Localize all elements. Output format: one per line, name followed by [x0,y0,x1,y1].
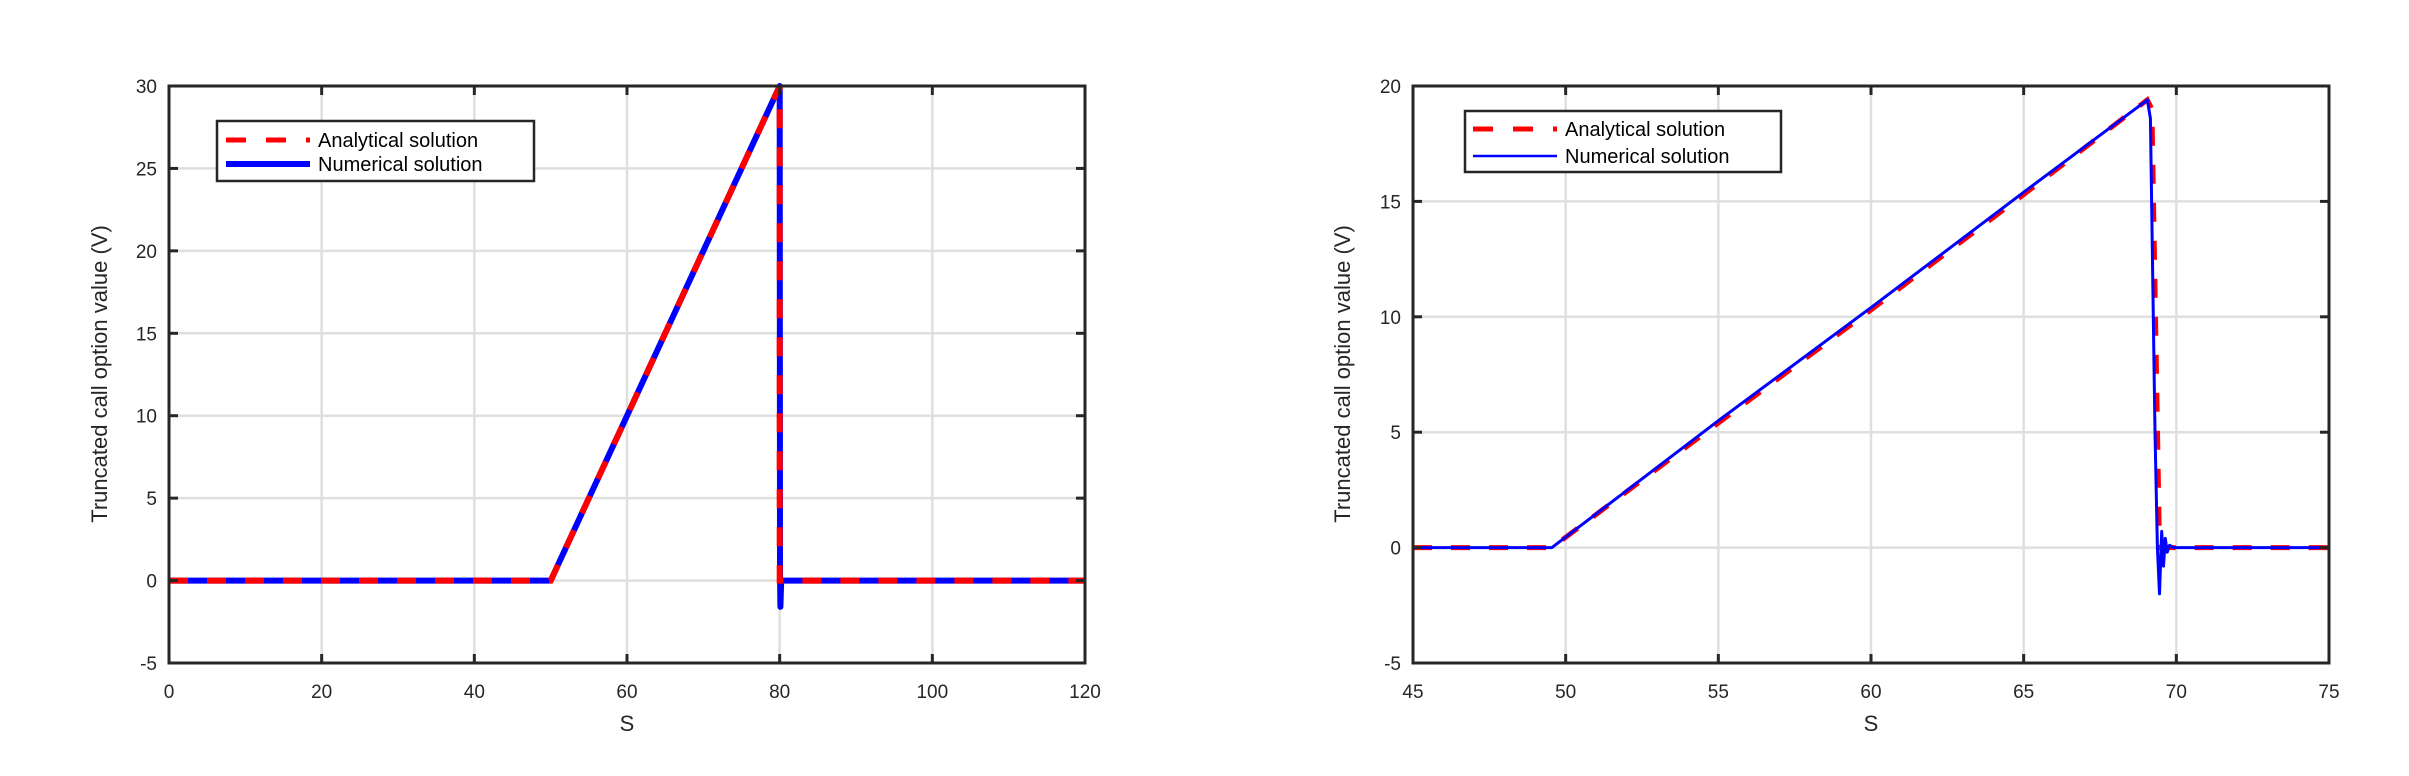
x-tick-label: 80 [769,682,790,703]
x-tick-label: 60 [616,682,637,703]
left-series [169,83,1085,610]
x-tick-label: 20 [311,682,332,703]
right-legend: Analytical solution Numerical solution [1463,109,1783,174]
y-tick-label: 0 [1390,539,1401,560]
y-tick-label: 30 [136,77,157,98]
x-tick-label: 120 [1069,682,1101,703]
left-y-tick-labels: -5 0 5 10 15 20 25 30 [136,77,157,675]
numerical-legend-label: Numerical solution [318,154,483,176]
y-tick-label: 0 [146,572,157,593]
numerical-solution-line [1413,98,2329,596]
x-tick-label: 40 [464,682,485,703]
left-x-tick-labels: 0 20 40 60 80 100 120 [164,682,1101,703]
analytical-legend-label: Analytical solution [1565,119,1725,141]
left-chart-panel: 0 20 40 60 80 100 120 -5 0 5 10 15 20 25 30 S Truncat… [87,77,1101,736]
y-tick-label: 5 [1390,423,1401,444]
right-chart-panel: 45 50 55 60 65 70 75 -5 0 5 10 15 20 S Truncated ca… [1330,77,2340,736]
right-legend-box [1463,109,1783,174]
x-tick-label: 60 [1860,682,1881,703]
right-y-axis-label: Truncated call option value (V) [1330,225,1355,523]
right-y-tick-labels: -5 0 5 10 15 20 [1380,77,1401,675]
x-tick-label: 100 [916,682,948,703]
left-legend-box [215,119,536,183]
y-tick-label: 25 [136,159,157,180]
y-tick-label: -5 [1384,654,1401,675]
right-series [1413,95,2329,596]
x-tick-label: 45 [1402,682,1423,703]
left-x-axis-label: S [620,711,635,736]
analytical-legend-label: Analytical solution [318,130,478,152]
right-x-axis-label: S [1864,711,1879,736]
x-tick-label: 75 [2318,682,2339,703]
left-y-axis-label: Truncated call option value (V) [87,225,112,523]
x-tick-label: 70 [2166,682,2187,703]
x-tick-label: 50 [1555,682,1576,703]
right-x-tick-labels: 45 50 55 60 65 70 75 [1402,682,2339,703]
y-tick-label: 10 [1380,308,1401,329]
y-tick-label: -5 [140,654,157,675]
y-tick-label: 5 [146,489,157,510]
right-ticks [1411,84,2331,665]
x-tick-label: 0 [164,682,175,703]
left-ticks [167,84,1087,665]
y-tick-label: 20 [136,242,157,263]
y-tick-label: 15 [136,324,157,345]
left-legend: Analytical solution Numerical solution [215,119,536,183]
y-tick-label: 10 [136,407,157,428]
x-tick-label: 55 [1708,682,1729,703]
numerical-legend-label: Numerical solution [1565,146,1730,168]
y-tick-label: 15 [1380,192,1401,213]
x-tick-label: 65 [2013,682,2034,703]
analytical-solution-line [169,84,1085,584]
y-tick-label: 20 [1380,77,1401,98]
